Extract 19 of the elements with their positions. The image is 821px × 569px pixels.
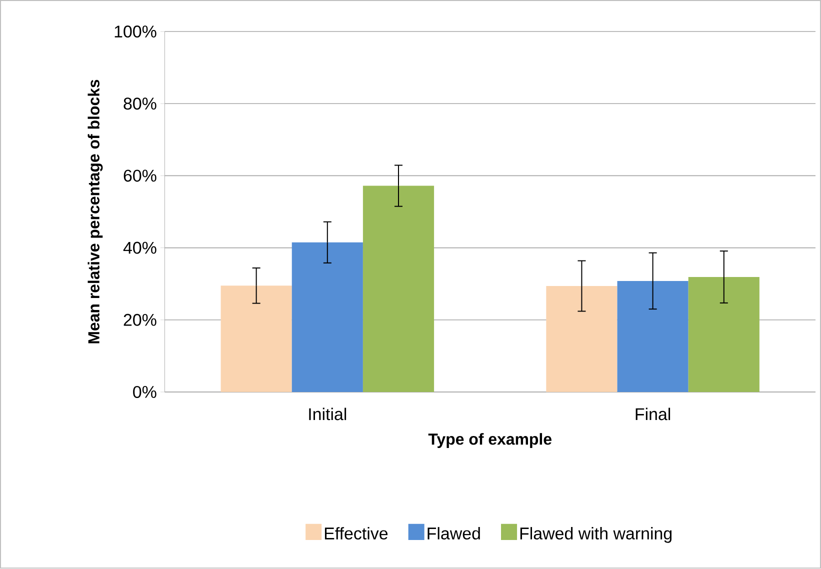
y-tick-label: 20% — [124, 314, 156, 326]
x-tick-label: Final — [636, 408, 670, 420]
x-tick-label: Initial — [309, 408, 346, 420]
bar — [546, 286, 618, 392]
legend-label: Flawed — [428, 527, 480, 540]
y-tick-label: 60% — [124, 170, 156, 182]
bar — [362, 186, 434, 392]
bar — [617, 281, 688, 392]
bar — [292, 242, 363, 392]
x-axis-title: Type of example — [428, 433, 552, 448]
y-tick-label: 0% — [133, 386, 156, 398]
legend-label: Effective — [324, 527, 388, 540]
y-tick-label: 80% — [124, 98, 156, 110]
legend-label: Flawed with warning — [520, 527, 672, 544]
y-tick-label: 40% — [123, 242, 156, 254]
bar — [688, 277, 760, 392]
y-tick-label: 100% — [114, 26, 156, 38]
y-axis-title: Mean relative percentage of blocks — [88, 80, 103, 344]
bar — [220, 286, 292, 392]
